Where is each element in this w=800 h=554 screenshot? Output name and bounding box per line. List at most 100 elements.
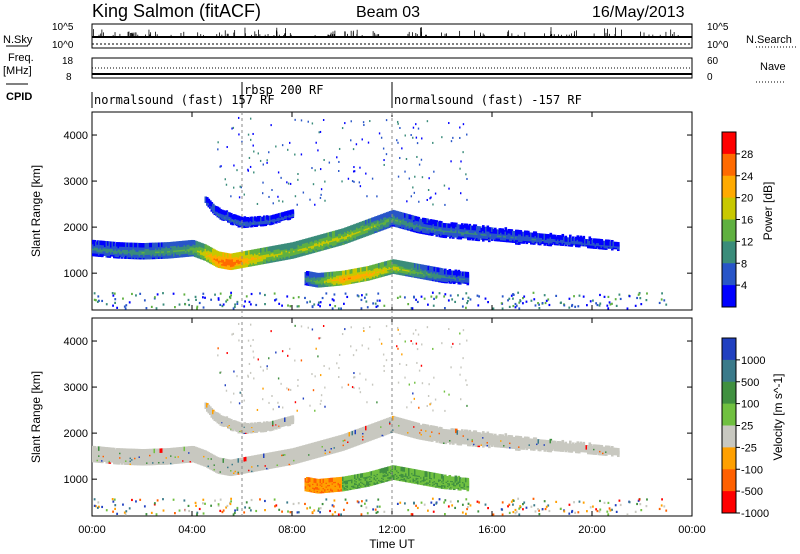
power-cell (112, 304, 114, 307)
power-cell (429, 197, 431, 200)
power-cell (466, 177, 468, 180)
power-cell (173, 241, 176, 247)
power-cell (375, 305, 378, 308)
power-cell (560, 235, 563, 240)
power-cell (482, 225, 485, 230)
power-cell (294, 153, 296, 156)
power-cell (412, 126, 415, 129)
velocity-cell (134, 448, 137, 454)
power-cell (457, 269, 461, 275)
freq-unit: [MHz] (3, 65, 32, 77)
power-cell (195, 298, 197, 301)
power-cell (347, 226, 350, 231)
power-cell (180, 240, 184, 246)
power-cell (362, 220, 365, 226)
power-cell (188, 240, 191, 245)
power-cell (117, 242, 121, 247)
colorbar-tick-label: 8 (741, 258, 747, 270)
power-cell (259, 159, 262, 162)
power-cell (661, 292, 663, 295)
power-cell (230, 294, 233, 297)
power-cell (108, 241, 112, 246)
power-cell (107, 241, 110, 246)
power-cell (382, 147, 385, 150)
power-cell (365, 219, 368, 225)
power-cell (219, 209, 223, 214)
power-cell (510, 294, 513, 297)
power-cell (468, 223, 472, 229)
colorbar-tick-label: 4 (741, 280, 747, 292)
power-cell (452, 136, 454, 139)
power-cell (467, 296, 470, 299)
cpid-segment-1: normalsound (fast) 157 RF (94, 93, 275, 107)
power-cell (210, 202, 214, 207)
power-cell (353, 170, 356, 173)
velocity-cell (105, 447, 109, 452)
power-colorbar-label: Power [dB] (761, 182, 775, 241)
power-cell (385, 260, 389, 266)
power-cell (380, 136, 383, 139)
power-cell (587, 239, 590, 244)
power-cell (606, 239, 610, 245)
power-cell (350, 139, 352, 142)
power-cell (507, 228, 511, 234)
power-cell (441, 136, 443, 139)
power-cell (522, 231, 526, 237)
power-cell (429, 219, 433, 224)
power-cell (454, 269, 458, 275)
power-cell (309, 300, 311, 303)
power-cell (250, 292, 253, 296)
velocity-cell (128, 448, 131, 454)
power-cell (606, 304, 609, 307)
power-cell (365, 300, 368, 303)
power-cell (660, 298, 663, 301)
power-cell (614, 241, 617, 247)
power-cell (213, 205, 217, 210)
power-cell (359, 166, 361, 169)
power-cell (114, 298, 117, 301)
power-cell (198, 301, 201, 305)
power-cell (352, 148, 355, 151)
power-cell (249, 138, 252, 141)
power-cell (140, 243, 143, 248)
power-cell (318, 272, 321, 278)
power-cell (101, 240, 104, 246)
power-cell (386, 212, 389, 217)
power-cell (421, 176, 424, 179)
power-cell (222, 303, 225, 306)
power-cell (363, 266, 366, 272)
power-cell (448, 268, 452, 274)
cpid-segment-2: rbsp 200 RF (244, 83, 323, 97)
power-cell (399, 156, 401, 159)
power-cell (338, 160, 340, 163)
power-cell (264, 302, 266, 306)
power-cell (588, 239, 592, 244)
velocity-cell (96, 446, 100, 451)
power-cell (388, 260, 392, 265)
power-cell (577, 305, 580, 308)
power-cell (270, 124, 272, 127)
power-cell (567, 237, 571, 242)
power-cell (290, 209, 293, 215)
power-cell (385, 119, 388, 122)
power-cell (501, 228, 505, 233)
power-cell (270, 215, 274, 220)
power-cell (588, 236, 592, 241)
power-cell (421, 264, 425, 270)
power-cell (319, 305, 321, 308)
nsky-label: N.Sky (3, 34, 33, 46)
power-cell (294, 118, 296, 121)
power-cell (281, 144, 284, 147)
power-cell (466, 198, 468, 201)
velocity-cell (116, 448, 119, 453)
power-cell (390, 259, 393, 265)
power-cell (528, 232, 532, 237)
power-cell (383, 304, 386, 307)
power-cell (294, 241, 298, 246)
power-cell (202, 292, 205, 295)
power-cell (407, 214, 410, 219)
power-cell (360, 307, 363, 310)
power-cell (597, 238, 601, 244)
power-cell (658, 301, 661, 305)
power-cell (137, 242, 140, 248)
